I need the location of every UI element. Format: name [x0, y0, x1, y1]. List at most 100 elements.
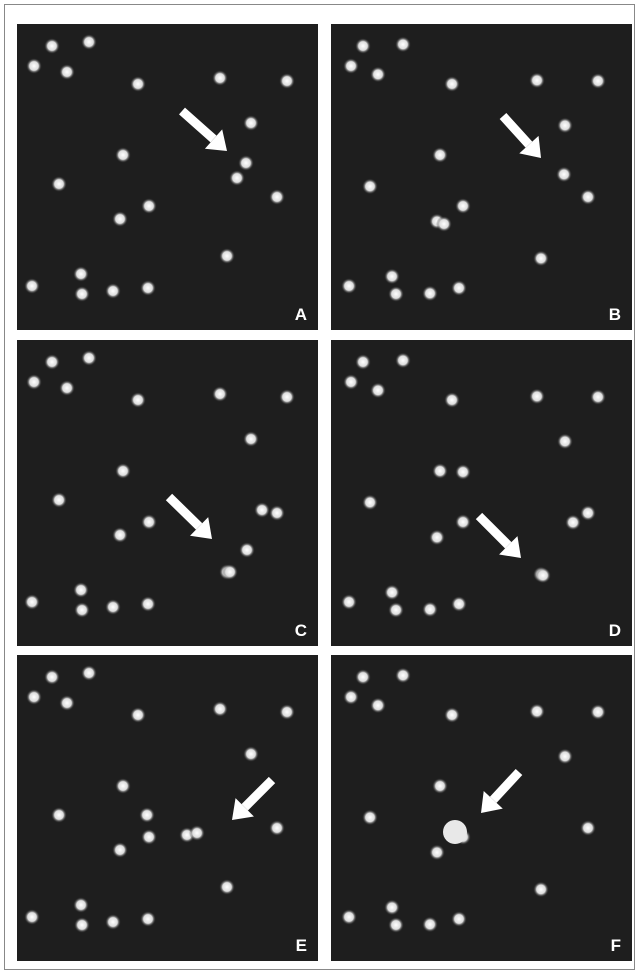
cell: [243, 115, 259, 131]
cell: [580, 505, 596, 521]
cell: [343, 58, 359, 74]
cell: [189, 825, 205, 841]
cell: [73, 582, 89, 598]
cell: [115, 147, 131, 163]
cell: [59, 695, 75, 711]
page: ABCDEF (() => { const data = JSON.parse(…: [0, 0, 641, 974]
cell: [212, 701, 228, 717]
cell: [590, 389, 606, 405]
cell: [139, 807, 155, 823]
cell: [455, 464, 471, 480]
cell: [343, 689, 359, 705]
cell: [370, 66, 386, 82]
cell: [580, 189, 596, 205]
cell: [141, 829, 157, 845]
cell: [422, 285, 438, 301]
cell: [362, 494, 378, 510]
cell: [432, 778, 448, 794]
cell: [212, 70, 228, 86]
cell: [370, 697, 386, 713]
cell: [222, 564, 238, 580]
cell: [26, 374, 42, 390]
cell: [355, 669, 371, 685]
cell: [341, 594, 357, 610]
cell: [557, 748, 573, 764]
cell: [436, 216, 452, 232]
cell: [141, 198, 157, 214]
cell: [384, 268, 400, 284]
cell: [362, 178, 378, 194]
cell: [384, 899, 400, 915]
cell: [533, 250, 549, 266]
cell: [533, 881, 549, 897]
cell: [529, 72, 545, 88]
arrow-shaft: [169, 497, 199, 526]
cell: [115, 778, 131, 794]
micrograph-panel: C: [17, 340, 318, 646]
cell: [535, 567, 551, 583]
cell: [130, 392, 146, 408]
panel-label: D: [609, 621, 621, 640]
cell: [26, 58, 42, 74]
cell: [529, 703, 545, 719]
cell: [239, 542, 255, 558]
panel-label: B: [609, 305, 621, 324]
cell: [444, 707, 460, 723]
cell: [429, 529, 445, 545]
cell: [219, 879, 235, 895]
cell: [73, 266, 89, 282]
cell: [557, 117, 573, 133]
cell: [429, 844, 445, 860]
cell: [24, 278, 40, 294]
micrograph-panel: F: [331, 655, 632, 961]
micrograph-panel: E: [17, 655, 318, 961]
cell: [105, 599, 121, 615]
cell: [74, 286, 90, 302]
cell: [140, 280, 156, 296]
cell: [112, 211, 128, 227]
cell: [432, 463, 448, 479]
cell: [395, 352, 411, 368]
cell: [341, 909, 357, 925]
arrow-shaft: [503, 116, 529, 145]
cell: [343, 374, 359, 390]
arrow-shaft: [479, 516, 508, 545]
cell: [444, 392, 460, 408]
cell: [51, 492, 67, 508]
cell: [44, 38, 60, 54]
cell: [74, 917, 90, 933]
cell: [590, 73, 606, 89]
cell: [59, 64, 75, 80]
cell: [451, 596, 467, 612]
micrograph-panel: B: [331, 24, 632, 330]
cell: [73, 897, 89, 913]
cell: [105, 914, 121, 930]
cell: [451, 280, 467, 296]
cell: [557, 433, 573, 449]
cell: [341, 278, 357, 294]
cell: [556, 166, 572, 182]
cell: [219, 248, 235, 264]
cell: [279, 704, 295, 720]
cell: [243, 431, 259, 447]
cell: [269, 820, 285, 836]
arrow-shaft: [182, 111, 214, 139]
cell: [455, 198, 471, 214]
cell: [529, 388, 545, 404]
cell: [140, 596, 156, 612]
cell: [51, 176, 67, 192]
cell: [565, 514, 581, 530]
cell: [229, 170, 245, 186]
cell: [51, 807, 67, 823]
cell: [81, 34, 97, 50]
cell: [279, 73, 295, 89]
cell: [74, 602, 90, 618]
cell: [140, 911, 156, 927]
micrograph-panel: D: [331, 340, 632, 646]
cell: [422, 916, 438, 932]
cell: [455, 514, 471, 530]
cell: [212, 386, 228, 402]
cell: [112, 527, 128, 543]
cell: [395, 667, 411, 683]
cell: [130, 76, 146, 92]
